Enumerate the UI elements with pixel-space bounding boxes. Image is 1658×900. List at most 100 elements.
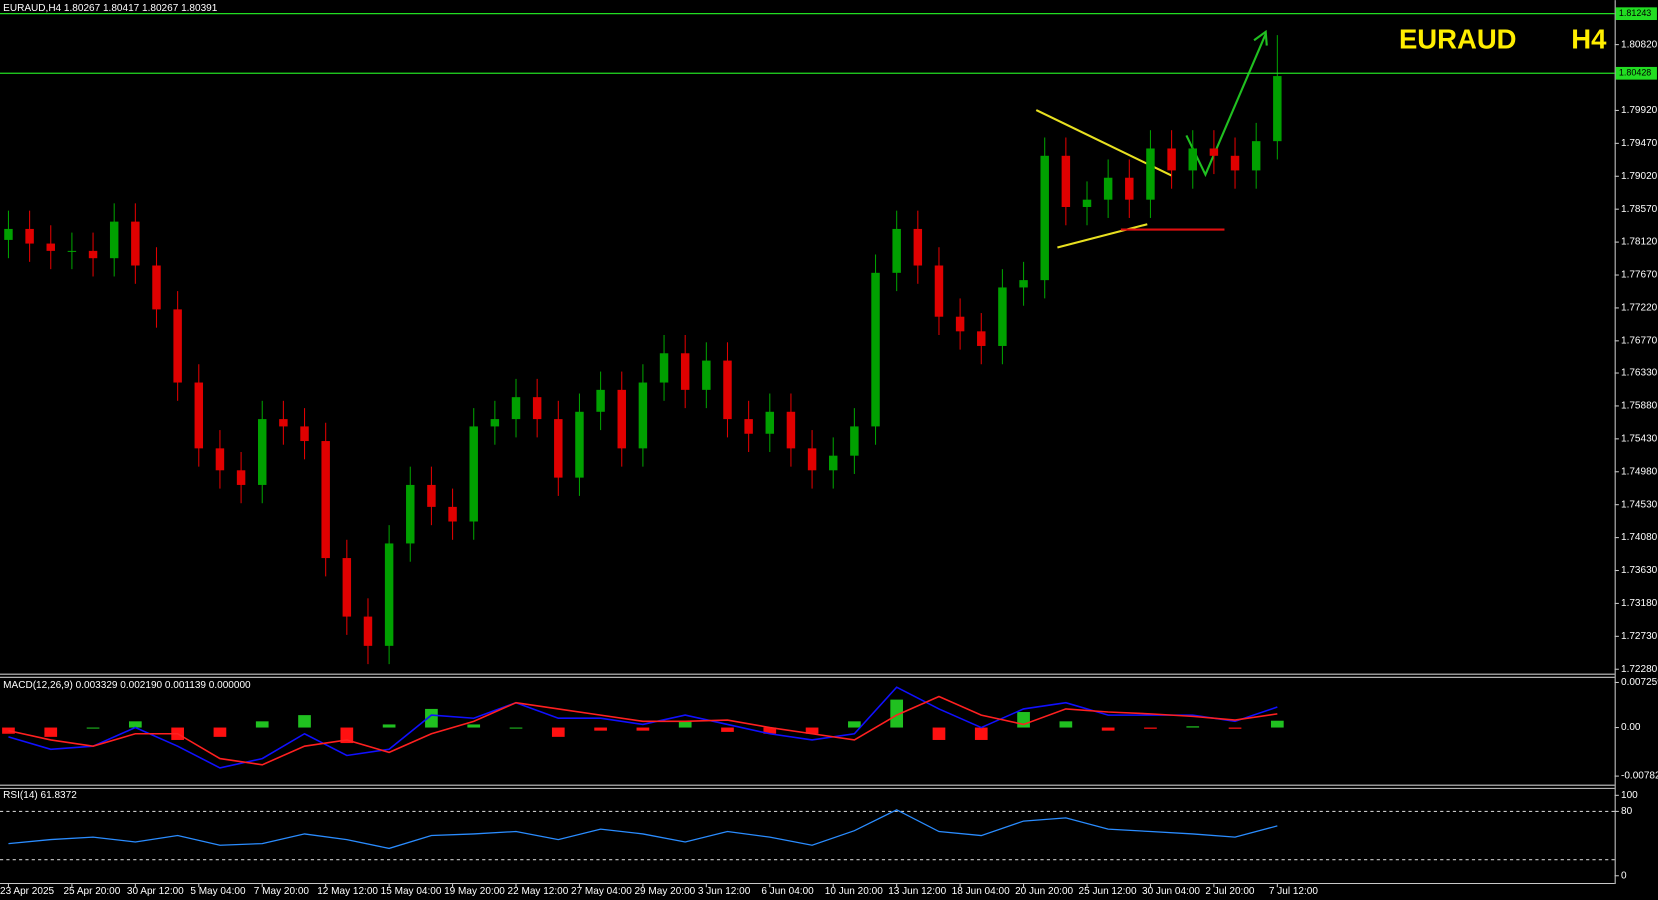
histogram-bar [2, 727, 15, 734]
x-tick-label: 5 May 04:00 [190, 886, 246, 897]
histogram-bar [721, 727, 734, 732]
x-tick-label: 15 May 04:00 [381, 886, 442, 897]
y-tick-label: 1.74080 [1621, 532, 1658, 543]
candle-body [25, 228, 34, 244]
x-tick-label: 25 Jun 12:00 [1079, 886, 1137, 897]
candle-body [934, 265, 944, 317]
histogram-bar [1228, 727, 1242, 729]
histogram-bar [129, 721, 142, 728]
candle-body [913, 228, 923, 266]
y-tick-label: 1.77670 [1621, 270, 1658, 281]
pane-borders [0, 0, 1616, 885]
candle-body [1273, 76, 1282, 142]
timeframe-label: H4 [1571, 24, 1607, 55]
y-tick-label: 100 [1621, 790, 1638, 801]
histogram-bar [932, 727, 946, 740]
x-tick-label: 23 Apr 2025 [0, 886, 55, 897]
x-tick-label: 18 Jun 04:00 [952, 886, 1010, 897]
candle-body [807, 448, 817, 471]
x-tick-label: 20 Jun 20:00 [1015, 886, 1073, 897]
candle-body [977, 331, 986, 346]
candle-body [575, 411, 584, 478]
histogram-bar [848, 721, 861, 728]
y-tick-label: 0 [1621, 870, 1627, 881]
candle-body [1019, 280, 1028, 288]
histogram-bar [425, 708, 438, 728]
candle-body [152, 265, 161, 310]
y-tick-label: -0.007821 [1621, 771, 1658, 782]
candle-body [850, 426, 859, 456]
y-tick-label: 1.72280 [1621, 664, 1658, 675]
histogram-bar [805, 727, 819, 734]
rsi-line [8, 809, 1278, 850]
candle-body [1251, 141, 1261, 171]
histogram-bar [1059, 721, 1073, 728]
candle-body [173, 309, 182, 383]
y-tick-label: 1.73180 [1621, 598, 1658, 609]
candle-body [363, 616, 373, 646]
x-tick-label: 7 Jul 12:00 [1269, 886, 1318, 897]
candle-body [1061, 155, 1071, 207]
candle-body [1103, 177, 1113, 200]
candle-body [1209, 148, 1219, 156]
y-tick-label: 80 [1621, 806, 1633, 817]
candle-body [236, 470, 246, 485]
histogram-bar [298, 715, 311, 728]
x-tick-label: 30 Apr 12:00 [127, 886, 184, 897]
candle-body [554, 419, 563, 478]
x-tick-label: 19 May 20:00 [444, 886, 505, 897]
candle-body [786, 411, 796, 449]
candle-body [955, 316, 965, 332]
y-tick-label: 1.72730 [1621, 631, 1658, 642]
candle-body [448, 506, 457, 522]
candle-body [511, 397, 521, 420]
candle-body [469, 426, 478, 522]
histogram-bar [1144, 727, 1157, 729]
macd-line [8, 686, 1278, 769]
candle-body [1230, 155, 1240, 171]
candle-body [1040, 155, 1049, 281]
candle-body [1082, 199, 1092, 207]
candle-body [1146, 148, 1155, 200]
candle-body [4, 228, 13, 240]
price-label: 1.81243 [1619, 8, 1651, 18]
arrow-head [1253, 29, 1268, 46]
histogram-bar [44, 727, 58, 737]
y-tick-label: 1.77220 [1621, 303, 1658, 314]
candle-body [871, 272, 880, 427]
y-tick-label: 1.75880 [1621, 401, 1658, 412]
candle-body [638, 382, 648, 449]
histogram-bar [1186, 726, 1200, 728]
price-label-box [1615, 66, 1657, 80]
candle-body [406, 484, 415, 544]
x-tick-label: 30 Jun 04:00 [1142, 886, 1200, 897]
histogram-bar [382, 724, 396, 728]
candle-body [279, 419, 288, 427]
candle-body [892, 228, 901, 273]
candle-body [532, 397, 542, 420]
y-tick-label: 1.76770 [1621, 335, 1658, 346]
candle-body [744, 419, 753, 434]
candle-body [109, 221, 119, 259]
histogram-bar [467, 724, 481, 728]
y-tick-label: 1.78120 [1621, 237, 1658, 248]
histogram-bar [509, 727, 523, 729]
x-tick-label: 13 Jun 12:00 [888, 886, 946, 897]
candle-body [194, 382, 204, 449]
candle-body [617, 389, 626, 449]
candle-body [680, 353, 690, 390]
candle-body [1188, 148, 1197, 171]
y-tick-label: 0.00 [1621, 722, 1641, 733]
histogram-bar [594, 727, 607, 731]
candle-body [427, 484, 436, 507]
price-label-box [1615, 7, 1657, 21]
candle-body [300, 426, 309, 442]
histogram-bar [763, 727, 777, 734]
x-tick-label: 6 Jun 04:00 [761, 886, 814, 897]
y-tick-label: 1.76330 [1621, 368, 1658, 379]
y-tick-label: 1.74530 [1621, 499, 1658, 510]
macd-line [8, 695, 1278, 766]
histogram-bar [551, 727, 565, 737]
